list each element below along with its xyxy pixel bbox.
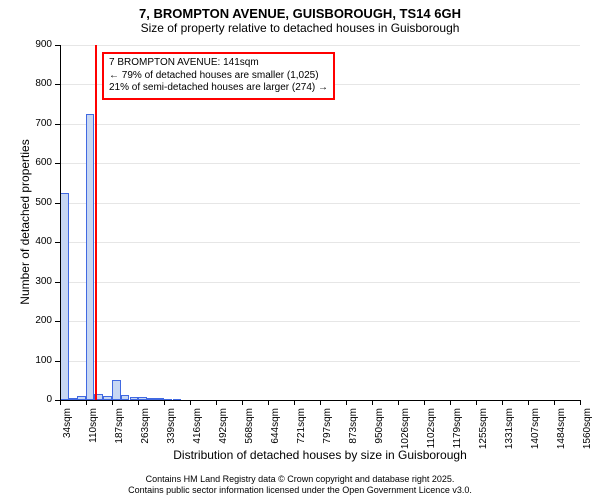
y-tick-label: 500 [20, 197, 52, 208]
gridline [60, 242, 580, 243]
y-tick-label: 700 [20, 118, 52, 129]
y-tick-label: 300 [20, 276, 52, 287]
x-axis-label: Distribution of detached houses by size … [60, 448, 580, 462]
y-tick-label: 100 [20, 355, 52, 366]
footer-line-2: Contains public sector information licen… [0, 485, 600, 496]
y-axis-label: Number of detached properties [18, 122, 32, 322]
chart-subtitle: Size of property relative to detached ho… [0, 21, 600, 35]
annotation-box: 7 BROMPTON AVENUE: 141sqm ← 79% of detac… [102, 52, 335, 100]
title-block: 7, BROMPTON AVENUE, GUISBOROUGH, TS14 6G… [0, 0, 600, 35]
gridline [60, 124, 580, 125]
footer: Contains HM Land Registry data © Crown c… [0, 474, 600, 496]
x-tick-label: 1560sqm [582, 408, 593, 458]
gridline [60, 203, 580, 204]
annotation-line-3: 21% of semi-detached houses are larger (… [109, 82, 328, 95]
histogram-bar [112, 380, 121, 400]
gridline [60, 45, 580, 46]
gridline [60, 361, 580, 362]
y-tick-label: 0 [20, 394, 52, 405]
chart-container: 7, BROMPTON AVENUE, GUISBOROUGH, TS14 6G… [0, 0, 600, 500]
marker-line [95, 45, 97, 400]
x-tick-mark [580, 400, 581, 405]
histogram-bar [60, 193, 69, 400]
chart-title: 7, BROMPTON AVENUE, GUISBOROUGH, TS14 6G… [0, 6, 600, 21]
annotation-line-1: 7 BROMPTON AVENUE: 141sqm [109, 57, 328, 70]
y-axis-line [60, 45, 61, 400]
footer-line-1: Contains HM Land Registry data © Crown c… [0, 474, 600, 485]
y-tick-label: 400 [20, 236, 52, 247]
histogram-bar [86, 114, 95, 400]
gridline [60, 321, 580, 322]
gridline [60, 282, 580, 283]
gridline [60, 163, 580, 164]
x-axis-line [60, 400, 580, 401]
y-tick-label: 600 [20, 157, 52, 168]
annotation-line-2: ← 79% of detached houses are smaller (1,… [109, 70, 328, 83]
y-tick-label: 200 [20, 315, 52, 326]
y-tick-label: 800 [20, 78, 52, 89]
y-tick-label: 900 [20, 39, 52, 50]
